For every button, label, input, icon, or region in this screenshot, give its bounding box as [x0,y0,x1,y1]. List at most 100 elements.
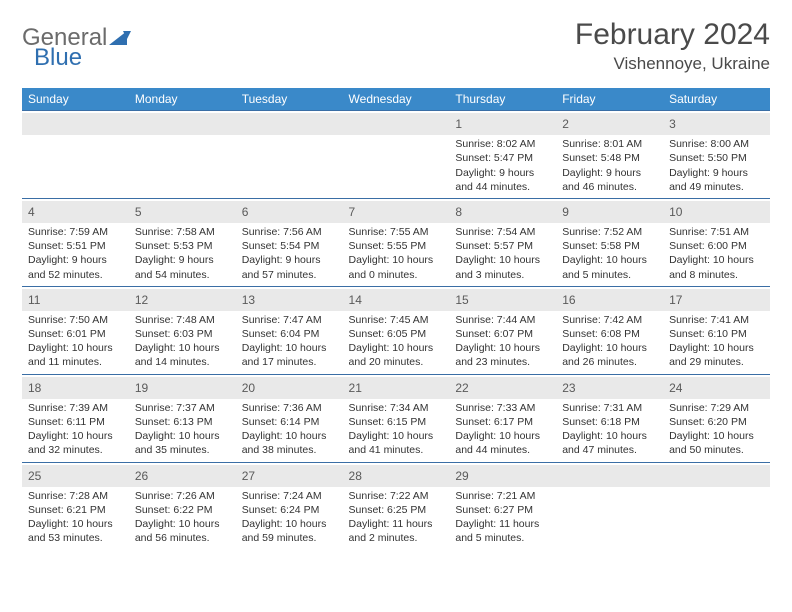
sunset-text: Sunset: 5:53 PM [135,239,230,253]
sunset-text: Sunset: 6:13 PM [135,415,230,429]
calendar-day-cell: 8Sunrise: 7:54 AMSunset: 5:57 PMDaylight… [449,198,556,286]
day-number: 6 [236,201,343,223]
calendar-day-cell: 27Sunrise: 7:24 AMSunset: 6:24 PMDayligh… [236,462,343,549]
calendar-day-cell: 10Sunrise: 7:51 AMSunset: 6:00 PMDayligh… [663,198,770,286]
sunset-text: Sunset: 6:08 PM [562,327,657,341]
sunset-text: Sunset: 6:10 PM [669,327,764,341]
calendar-head: Sunday Monday Tuesday Wednesday Thursday… [22,88,770,111]
page-header: General February 2024 Vishennoye, Ukrain… [22,18,770,74]
sunrise-text: Sunrise: 8:00 AM [669,137,764,151]
calendar-day-cell: 25Sunrise: 7:28 AMSunset: 6:21 PMDayligh… [22,462,129,549]
sunrise-text: Sunrise: 7:44 AM [455,313,550,327]
weekday-header: Monday [129,88,236,111]
calendar-day-cell: 26Sunrise: 7:26 AMSunset: 6:22 PMDayligh… [129,462,236,549]
sunrise-text: Sunrise: 7:21 AM [455,489,550,503]
calendar-day-cell [663,462,770,549]
weekday-header: Thursday [449,88,556,111]
daylight-text: Daylight: 9 hours and 44 minutes. [455,166,550,194]
day-number: 20 [236,377,343,399]
calendar-day-cell: 13Sunrise: 7:47 AMSunset: 6:04 PMDayligh… [236,286,343,374]
daylight-text: Daylight: 10 hours and 14 minutes. [135,341,230,369]
sunset-text: Sunset: 6:20 PM [669,415,764,429]
sunrise-text: Sunrise: 7:51 AM [669,225,764,239]
sunset-text: Sunset: 5:55 PM [349,239,444,253]
calendar-day-cell [556,462,663,549]
daylight-text: Daylight: 10 hours and 11 minutes. [28,341,123,369]
daylight-text: Daylight: 9 hours and 46 minutes. [562,166,657,194]
weekday-header: Friday [556,88,663,111]
sunrise-text: Sunrise: 7:58 AM [135,225,230,239]
month-title: February 2024 [575,18,770,52]
logo-text-blue-wrap: Blue [34,44,82,72]
calendar-day-cell: 9Sunrise: 7:52 AMSunset: 5:58 PMDaylight… [556,198,663,286]
calendar-day-cell [22,111,129,199]
calendar-day-cell [129,111,236,199]
sunrise-text: Sunrise: 7:37 AM [135,401,230,415]
sunset-text: Sunset: 6:05 PM [349,327,444,341]
daylight-text: Daylight: 10 hours and 50 minutes. [669,429,764,457]
sunset-text: Sunset: 6:01 PM [28,327,123,341]
daylight-text: Daylight: 9 hours and 52 minutes. [28,253,123,281]
sunrise-text: Sunrise: 8:01 AM [562,137,657,151]
sunset-text: Sunset: 5:50 PM [669,151,764,165]
calendar-week-row: 18Sunrise: 7:39 AMSunset: 6:11 PMDayligh… [22,374,770,462]
calendar-day-cell: 24Sunrise: 7:29 AMSunset: 6:20 PMDayligh… [663,374,770,462]
daylight-text: Daylight: 9 hours and 57 minutes. [242,253,337,281]
calendar-day-cell: 17Sunrise: 7:41 AMSunset: 6:10 PMDayligh… [663,286,770,374]
sunset-text: Sunset: 6:17 PM [455,415,550,429]
daylight-text: Daylight: 10 hours and 23 minutes. [455,341,550,369]
daylight-text: Daylight: 10 hours and 8 minutes. [669,253,764,281]
sunset-text: Sunset: 6:24 PM [242,503,337,517]
day-number: 22 [449,377,556,399]
calendar-day-cell: 18Sunrise: 7:39 AMSunset: 6:11 PMDayligh… [22,374,129,462]
sunrise-text: Sunrise: 7:22 AM [349,489,444,503]
sunrise-text: Sunrise: 7:50 AM [28,313,123,327]
sunrise-text: Sunrise: 7:28 AM [28,489,123,503]
daylight-text: Daylight: 10 hours and 5 minutes. [562,253,657,281]
day-number: 8 [449,201,556,223]
sunrise-text: Sunrise: 7:45 AM [349,313,444,327]
daylight-text: Daylight: 11 hours and 5 minutes. [455,517,550,545]
calendar-day-cell: 1Sunrise: 8:02 AMSunset: 5:47 PMDaylight… [449,111,556,199]
daylight-text: Daylight: 10 hours and 17 minutes. [242,341,337,369]
sunrise-text: Sunrise: 7:47 AM [242,313,337,327]
daylight-text: Daylight: 10 hours and 53 minutes. [28,517,123,545]
calendar-day-cell: 6Sunrise: 7:56 AMSunset: 5:54 PMDaylight… [236,198,343,286]
day-number: 5 [129,201,236,223]
calendar-day-cell: 14Sunrise: 7:45 AMSunset: 6:05 PMDayligh… [343,286,450,374]
day-number: 28 [343,465,450,487]
sunset-text: Sunset: 6:21 PM [28,503,123,517]
day-number: 15 [449,289,556,311]
sunrise-text: Sunrise: 7:36 AM [242,401,337,415]
title-block: February 2024 Vishennoye, Ukraine [575,18,770,74]
day-number: 9 [556,201,663,223]
calendar-body: 1Sunrise: 8:02 AMSunset: 5:47 PMDaylight… [22,111,770,550]
sunset-text: Sunset: 6:00 PM [669,239,764,253]
sunset-text: Sunset: 6:04 PM [242,327,337,341]
day-number [556,465,663,487]
daylight-text: Daylight: 10 hours and 20 minutes. [349,341,444,369]
calendar-day-cell [236,111,343,199]
sunset-text: Sunset: 5:54 PM [242,239,337,253]
sunset-text: Sunset: 6:27 PM [455,503,550,517]
sunset-text: Sunset: 6:03 PM [135,327,230,341]
daylight-text: Daylight: 10 hours and 47 minutes. [562,429,657,457]
sunset-text: Sunset: 6:22 PM [135,503,230,517]
logo-triangle-icon [109,29,131,47]
calendar-week-row: 11Sunrise: 7:50 AMSunset: 6:01 PMDayligh… [22,286,770,374]
calendar-table: Sunday Monday Tuesday Wednesday Thursday… [22,88,770,549]
daylight-text: Daylight: 10 hours and 56 minutes. [135,517,230,545]
calendar-week-row: 25Sunrise: 7:28 AMSunset: 6:21 PMDayligh… [22,462,770,549]
sunrise-text: Sunrise: 7:59 AM [28,225,123,239]
calendar-day-cell: 23Sunrise: 7:31 AMSunset: 6:18 PMDayligh… [556,374,663,462]
daylight-text: Daylight: 9 hours and 49 minutes. [669,166,764,194]
day-number: 24 [663,377,770,399]
sunset-text: Sunset: 6:18 PM [562,415,657,429]
logo-text-blue: Blue [34,44,82,71]
calendar-week-row: 4Sunrise: 7:59 AMSunset: 5:51 PMDaylight… [22,198,770,286]
calendar-day-cell: 12Sunrise: 7:48 AMSunset: 6:03 PMDayligh… [129,286,236,374]
weekday-header: Wednesday [343,88,450,111]
sunset-text: Sunset: 5:48 PM [562,151,657,165]
sunrise-text: Sunrise: 7:31 AM [562,401,657,415]
sunset-text: Sunset: 5:47 PM [455,151,550,165]
